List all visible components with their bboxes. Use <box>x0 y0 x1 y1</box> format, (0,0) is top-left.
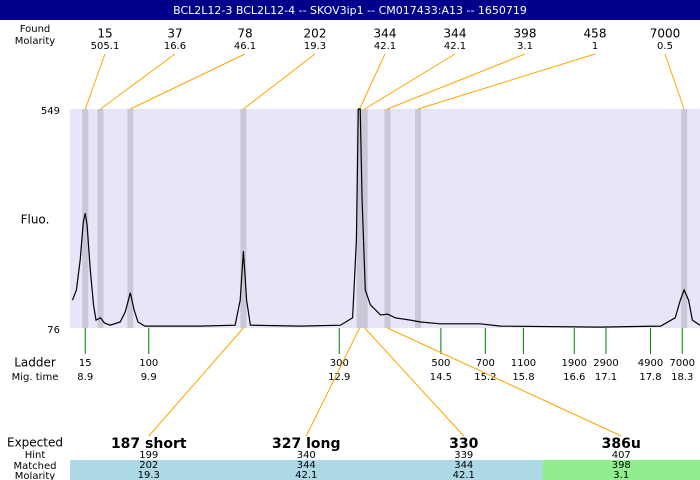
peak-size: 202 <box>304 27 327 41</box>
matched-cell <box>385 460 543 480</box>
hint: 407 <box>612 450 631 461</box>
ladder-size: 1900 <box>562 358 587 369</box>
ladder-time: 16.6 <box>563 372 585 383</box>
peak-molarity: 505.1 <box>91 41 120 52</box>
peak-link <box>100 53 176 110</box>
peak-molarity: 0.5 <box>657 41 673 52</box>
expected-link <box>364 327 465 437</box>
peak-bar <box>356 109 363 328</box>
hint: 340 <box>297 450 316 461</box>
expected-link <box>387 327 622 437</box>
peak-molarity: 16.6 <box>164 41 186 52</box>
ladder-size: 2900 <box>593 358 618 369</box>
ladder-time: 8.9 <box>77 372 93 383</box>
expected-name: 327 long <box>272 436 341 452</box>
ladder-size: 500 <box>431 358 450 369</box>
ladder-size: 1100 <box>511 358 536 369</box>
peak-bar <box>127 109 134 328</box>
ladder-time: 17.1 <box>595 372 617 383</box>
matched-cell <box>227 460 385 480</box>
ladder-time: 12.9 <box>328 372 350 383</box>
matched: 398 <box>612 460 631 471</box>
peak-link <box>364 53 456 110</box>
peak-bar <box>384 109 391 328</box>
peak-size: 344 <box>374 27 397 41</box>
expected-label: Expected <box>7 436 63 450</box>
peak-molarity: 42.1 <box>374 41 396 52</box>
peak-molarity: 3.1 <box>517 41 533 52</box>
peak-bar <box>82 109 89 328</box>
expected-molarity: 42.1 <box>295 470 317 480</box>
expected-name: 187 short <box>111 436 187 452</box>
peak-bar <box>361 109 368 328</box>
title: BCL2L12-3 BCL2L12-4 -- SKOV3ip1 -- CM017… <box>173 4 527 17</box>
ladder-size: 700 <box>476 358 495 369</box>
ladder-time: 17.8 <box>639 372 661 383</box>
matched: 202 <box>139 460 158 471</box>
ladder-size: 15 <box>79 358 92 369</box>
molarity-label: Molarity <box>15 36 55 47</box>
y-label: Fluo. <box>21 213 50 227</box>
peak-link <box>387 53 526 110</box>
expected-name: 386u <box>602 436 641 452</box>
peak-size: 15 <box>97 27 112 41</box>
peak-molarity: 1 <box>592 41 598 52</box>
ladder-time: 15.8 <box>512 372 534 383</box>
matched: 344 <box>454 460 473 471</box>
peak-molarity: 46.1 <box>234 41 256 52</box>
y-tick-label: 76 <box>47 325 60 336</box>
peak-link <box>130 53 246 110</box>
peak-bar <box>681 109 688 328</box>
peak-size: 78 <box>237 27 252 41</box>
expected-molarity: 3.1 <box>613 470 629 480</box>
ladder-size: 100 <box>139 358 158 369</box>
expected-link <box>148 327 244 437</box>
y-tick-label: 549 <box>41 106 60 117</box>
expected-molarity: 42.1 <box>453 470 475 480</box>
ladder-size: 7000 <box>669 358 694 369</box>
peak-bar <box>97 109 104 328</box>
peak-bar <box>415 109 422 328</box>
expected-name: 330 <box>449 436 478 452</box>
mig-time-label: Mig. time <box>12 372 59 383</box>
expected-molarity: 19.3 <box>138 470 160 480</box>
hint: 199 <box>139 450 158 461</box>
expected-link <box>305 327 361 437</box>
peak-size: 458 <box>584 27 607 41</box>
matched-cell <box>542 460 700 480</box>
peak-size: 398 <box>514 27 537 41</box>
ladder-size: 4900 <box>638 358 663 369</box>
peak-link <box>243 53 316 110</box>
ladder-time: 14.5 <box>430 372 452 383</box>
trace <box>71 108 700 328</box>
ladder-label: Ladder <box>14 356 56 370</box>
ladder-time: 15.2 <box>474 372 496 383</box>
peak-link <box>664 53 685 110</box>
expected-molarity-label: Molarity <box>15 471 55 480</box>
peak-link <box>84 53 106 110</box>
peak-link <box>417 53 596 110</box>
peak-size: 37 <box>167 27 182 41</box>
ladder-time: 18.3 <box>671 372 693 383</box>
peak-bar <box>240 109 247 328</box>
hint-label: Hint <box>25 450 46 461</box>
matched: 344 <box>297 460 316 471</box>
title-bar <box>0 0 700 20</box>
peak-size: 344 <box>444 27 467 41</box>
ladder-size: 300 <box>330 358 349 369</box>
hint: 339 <box>454 450 473 461</box>
ladder-time: 9.9 <box>141 372 157 383</box>
found-label: Found <box>20 24 51 35</box>
peak-link <box>359 53 386 110</box>
peak-molarity: 42.1 <box>444 41 466 52</box>
matched-cell <box>70 460 228 480</box>
peak-molarity: 19.3 <box>304 41 326 52</box>
matched-label: Matched <box>13 461 56 472</box>
peak-size: 7000 <box>650 27 681 41</box>
